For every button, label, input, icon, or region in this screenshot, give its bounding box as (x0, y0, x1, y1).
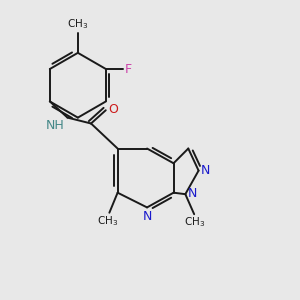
Text: NH: NH (46, 119, 64, 132)
Text: CH$_3$: CH$_3$ (97, 214, 118, 228)
Text: CH$_3$: CH$_3$ (67, 17, 88, 31)
Text: F: F (124, 62, 132, 76)
Text: CH$_3$: CH$_3$ (184, 216, 206, 230)
Text: N: N (142, 210, 152, 223)
Text: N: N (188, 187, 197, 200)
Text: N: N (201, 164, 210, 177)
Text: O: O (108, 103, 118, 116)
